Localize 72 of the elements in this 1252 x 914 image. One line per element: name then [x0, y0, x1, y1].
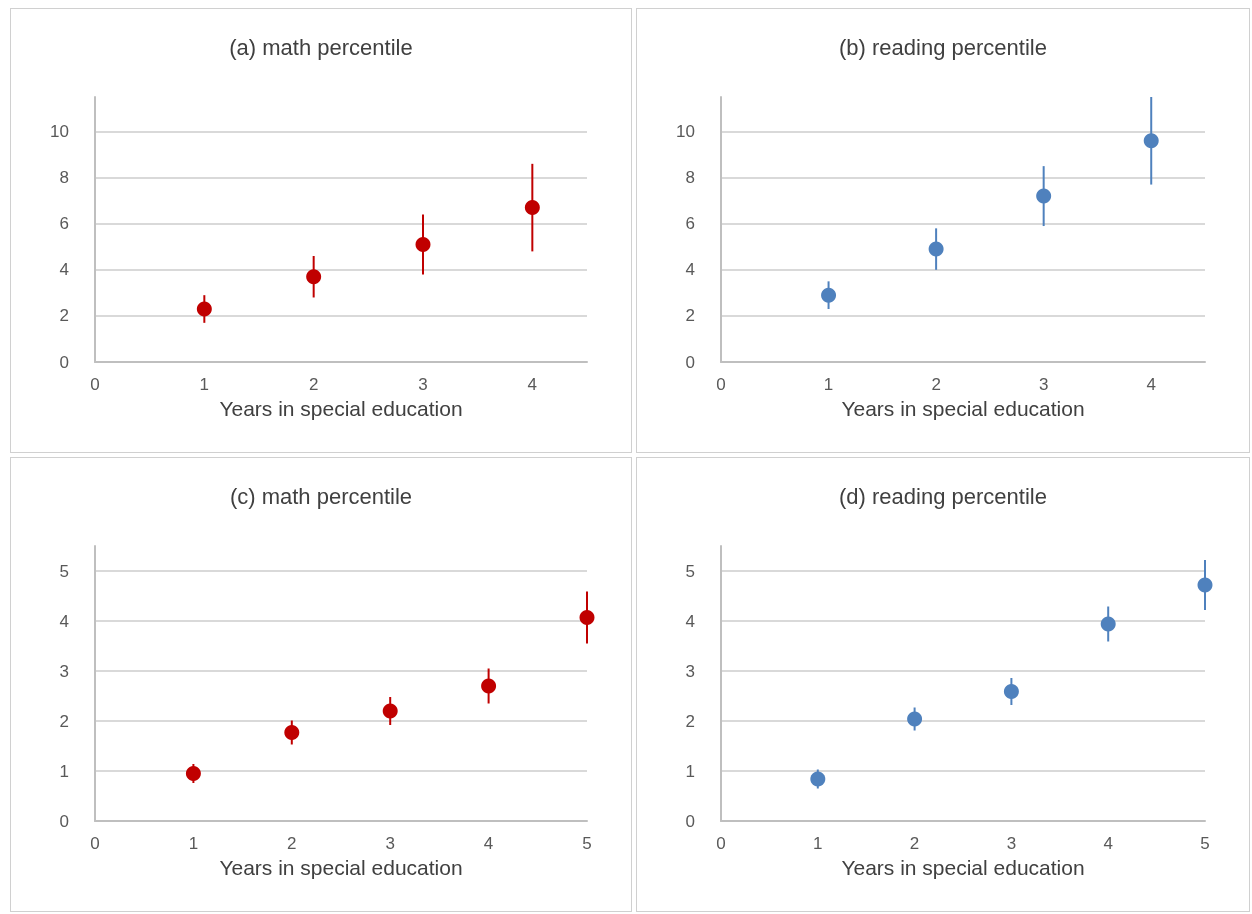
point — [1003, 684, 1019, 699]
x-axis-title: Years in special education — [841, 855, 1085, 879]
x-tick-label: 3 — [418, 375, 428, 394]
point — [185, 766, 201, 781]
point — [928, 241, 944, 257]
y-tick-label: 4 — [685, 260, 695, 280]
x-tick-label: 1 — [823, 375, 834, 394]
chart-title: (c) math percentile — [229, 483, 413, 509]
point — [382, 703, 398, 719]
chart-title: (d) reading percentile — [839, 483, 1047, 509]
x-tick-label: 0 — [716, 375, 726, 394]
y-tick-label: 1 — [59, 761, 69, 781]
y-tick-label: 3 — [685, 661, 695, 681]
y-tick-label: 1 — [685, 761, 695, 781]
x-axis-title: Years in special education — [219, 855, 463, 879]
chart-title: (b) reading percentile — [839, 34, 1047, 60]
point — [907, 711, 923, 727]
y-tick-label: 2 — [59, 306, 69, 326]
y-tick-label: 2 — [685, 711, 695, 731]
y-tick-label: 2 — [59, 711, 69, 731]
x-tick-label: 4 — [1146, 375, 1156, 394]
y-tick-label: 0 — [59, 352, 69, 372]
y-tick-label: 0 — [59, 811, 69, 831]
point — [579, 610, 595, 625]
x-tick-label: 1 — [188, 834, 199, 853]
point — [415, 236, 431, 252]
x-tick-label: 3 — [385, 834, 395, 853]
x-tick-label: 5 — [582, 834, 592, 853]
x-tick-label: 4 — [1103, 834, 1113, 853]
y-tick-label: 5 — [685, 561, 695, 581]
x-axis-title: Years in special education — [841, 396, 1085, 420]
y-tick-label: 4 — [59, 260, 69, 280]
x-tick-label: 0 — [90, 834, 100, 853]
x-axis-title: Years in special education — [219, 396, 463, 420]
point — [821, 287, 837, 303]
x-tick-label: 3 — [1006, 834, 1017, 853]
y-tick-label: 2 — [685, 306, 695, 326]
x-tick-label: 3 — [1038, 375, 1049, 394]
y-tick-label: 10 — [676, 122, 695, 142]
y-tick-label: 4 — [59, 611, 69, 631]
x-tick-label: 1 — [199, 375, 210, 394]
x-tick-label: 2 — [931, 375, 941, 394]
y-tick-label: 5 — [59, 561, 69, 581]
x-tick-label: 0 — [716, 834, 726, 853]
y-tick-label: 4 — [685, 611, 695, 631]
y-tick-label: 8 — [59, 168, 69, 188]
x-tick-label: 1 — [813, 834, 823, 853]
y-tick-label: 6 — [685, 214, 695, 234]
chart-title: (a) math percentile — [229, 34, 413, 60]
y-tick-label: 6 — [59, 214, 69, 234]
x-tick-label: 0 — [90, 375, 100, 394]
point — [196, 301, 212, 317]
x-tick-label: 5 — [1200, 834, 1210, 853]
point — [284, 725, 300, 740]
y-tick-label: 8 — [685, 168, 695, 188]
x-tick-label: 4 — [483, 834, 494, 853]
point — [1100, 616, 1116, 632]
y-tick-label: 10 — [50, 122, 69, 142]
x-tick-label: 2 — [909, 834, 920, 853]
point — [1197, 577, 1213, 593]
y-tick-label: 3 — [59, 661, 69, 681]
point — [524, 200, 540, 216]
x-tick-label: 4 — [527, 375, 538, 394]
point — [810, 771, 826, 787]
point — [1143, 133, 1159, 149]
point — [481, 678, 497, 694]
point — [1036, 188, 1052, 204]
x-tick-label: 2 — [287, 834, 297, 853]
point — [306, 269, 322, 285]
x-tick-label: 2 — [308, 375, 319, 394]
y-tick-label: 0 — [685, 811, 695, 831]
y-tick-label: 0 — [685, 352, 695, 372]
